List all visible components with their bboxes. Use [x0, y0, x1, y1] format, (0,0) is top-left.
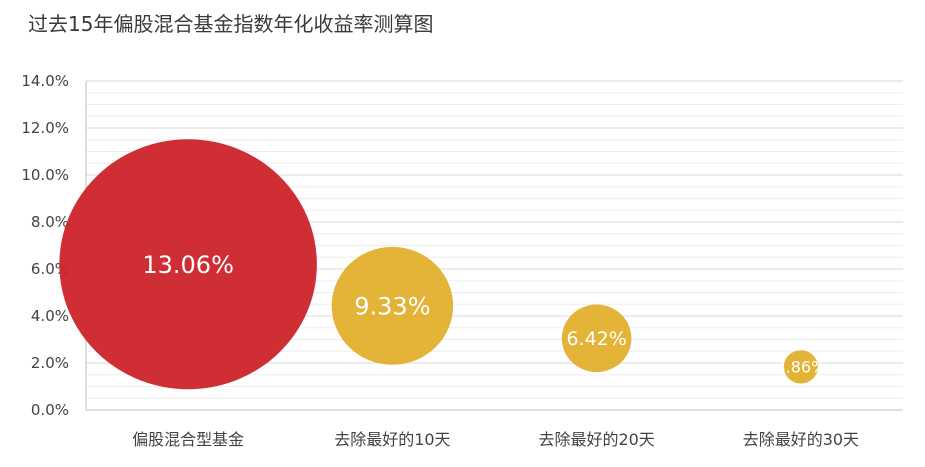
bubble	[783, 350, 818, 384]
chart-title: 过去15年偏股混合基金指数年化收益率测算图	[28, 12, 434, 36]
category-label: 去除最好的20天	[538, 430, 654, 449]
y-tick-label: 8.0%	[31, 213, 69, 231]
y-tick-label: 4.0%	[31, 307, 69, 325]
data-label: 3.86%	[775, 358, 826, 377]
bubble	[561, 304, 632, 373]
y-tick-label: 10.0%	[21, 166, 69, 184]
category-label: 去除最好的10天	[334, 430, 450, 449]
y-tick-label: 2.0%	[31, 354, 69, 372]
data-label: 13.06%	[142, 251, 234, 279]
x-axis-category-labels: 偏股混合型基金 去除最好的10天 去除最好的20天 去除最好的30天	[132, 430, 859, 449]
data-labels: 13.06% 9.33% 6.42% 3.86%	[142, 251, 826, 377]
category-label: 偏股混合型基金	[132, 430, 244, 449]
data-label: 6.42%	[566, 328, 626, 350]
data-label: 9.33%	[354, 292, 430, 320]
y-tick-label: 12.0%	[21, 119, 69, 137]
bubble	[331, 246, 454, 365]
bubbles	[59, 139, 818, 390]
y-axis-tick-labels: 0.0%2.0%4.0%6.0%8.0%10.0%12.0%14.0%	[21, 72, 69, 419]
y-tick-label: 0.0%	[31, 401, 69, 419]
y-tick-label: 14.0%	[21, 72, 69, 90]
bubble	[59, 139, 317, 390]
category-label: 去除最好的30天	[743, 430, 859, 449]
